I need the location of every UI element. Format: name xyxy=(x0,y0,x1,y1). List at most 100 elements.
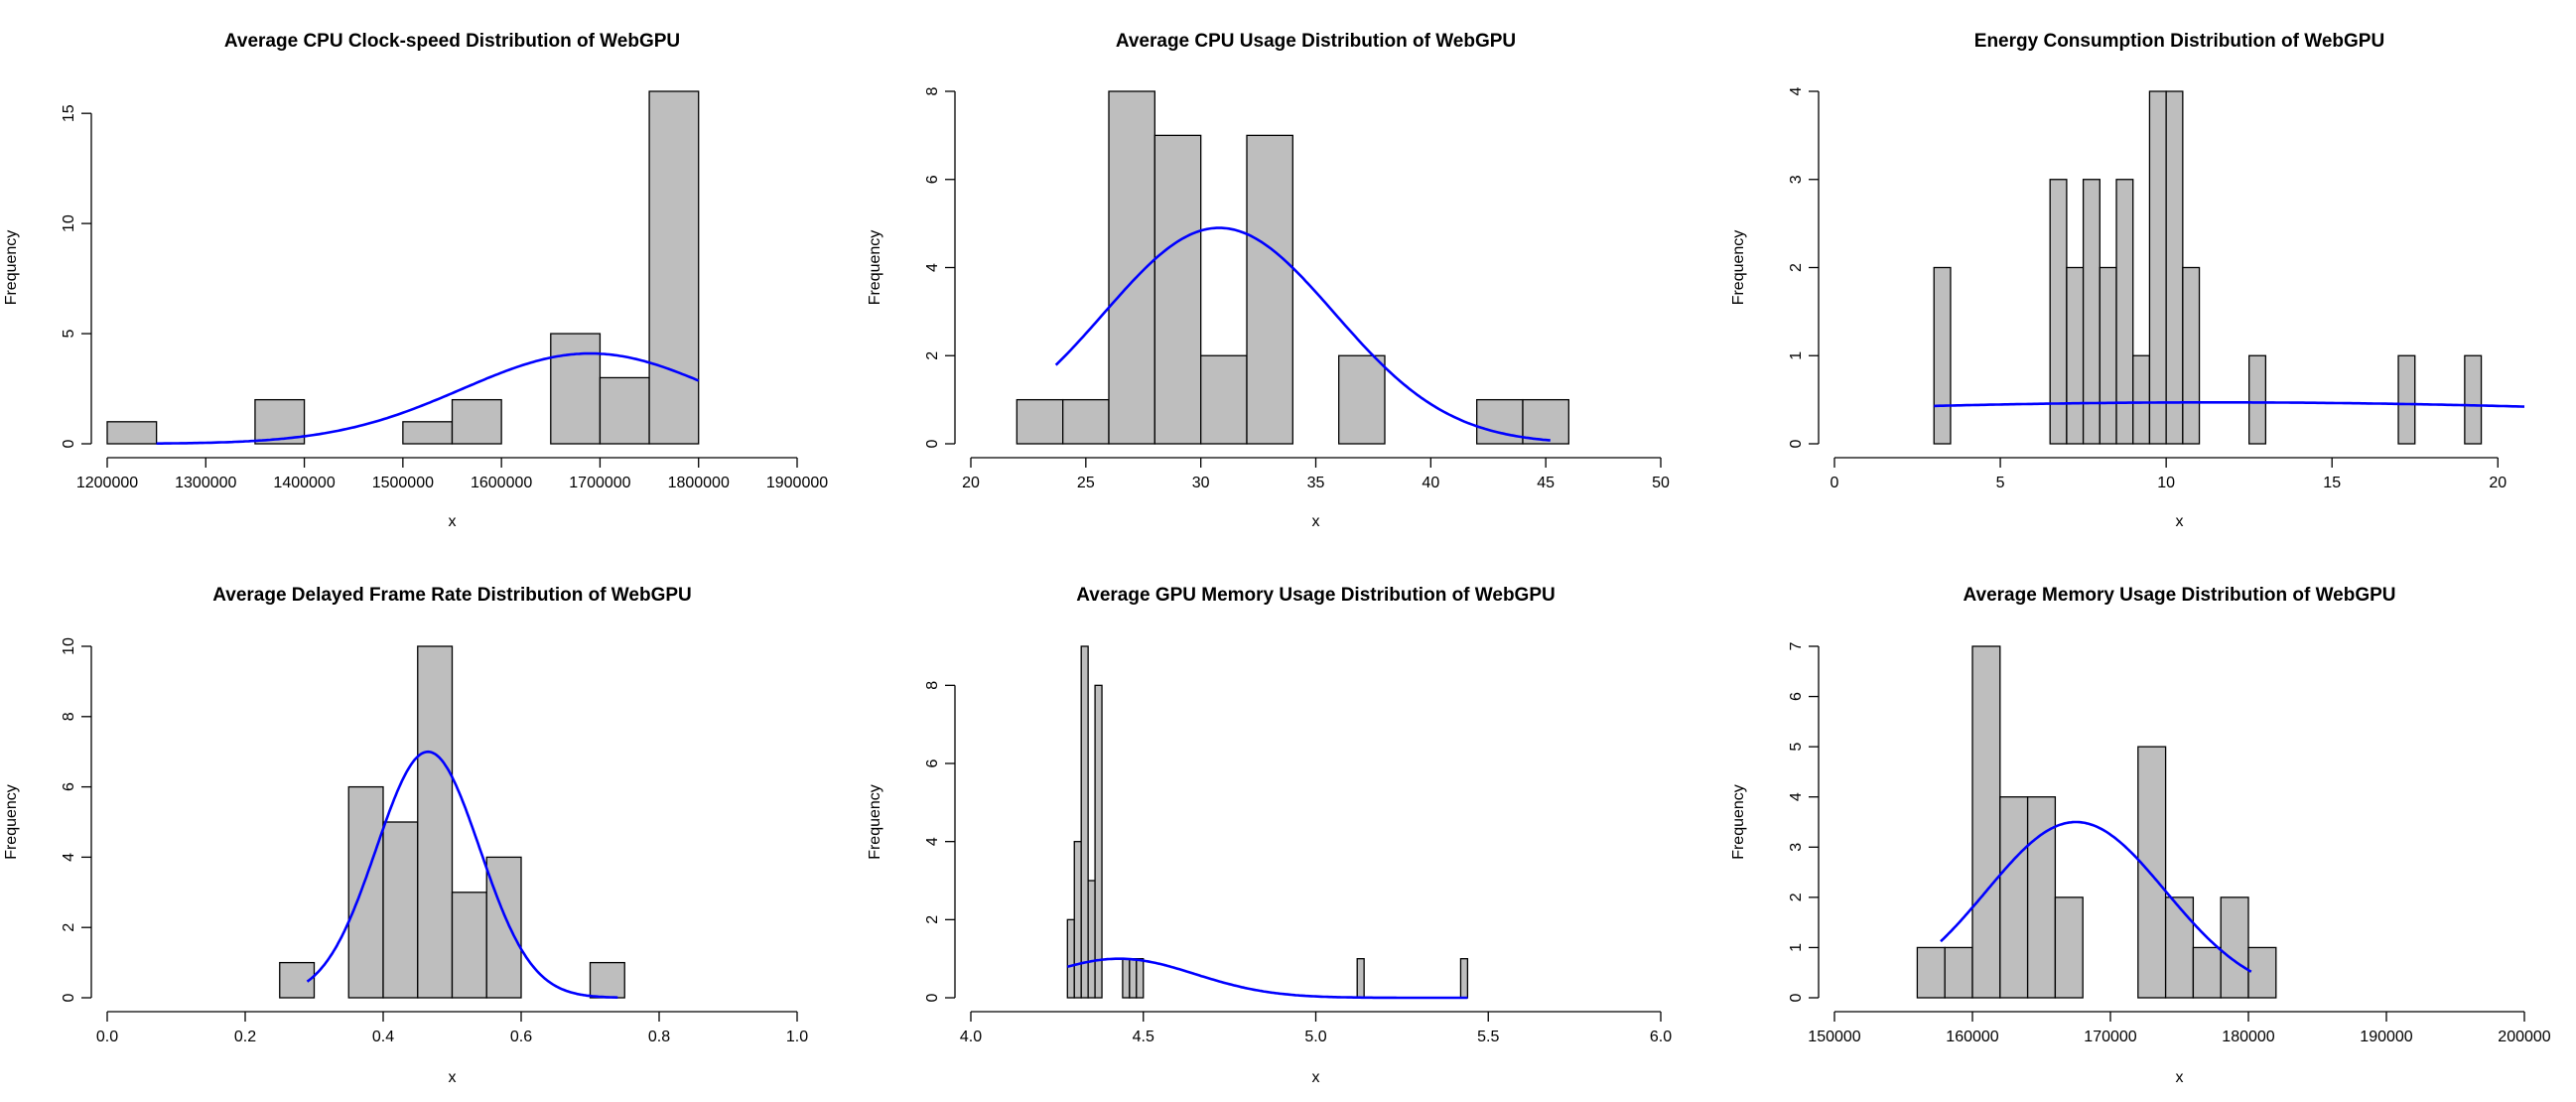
chart-title: Energy Consumption Distribution of WebGP… xyxy=(1974,31,2384,52)
y-tick-label: 0 xyxy=(1788,993,1805,1002)
histogram-bar xyxy=(1338,354,1386,445)
chart-title: Average GPU Memory Usage Distribution of… xyxy=(1076,585,1555,606)
histogram-bar xyxy=(599,376,650,445)
y-tick-label: 2 xyxy=(1788,893,1805,901)
x-tick-label: 0.8 xyxy=(648,1029,670,1045)
x-tick-label: 200000 xyxy=(2498,1029,2550,1045)
x-tick-label: 4.0 xyxy=(960,1029,982,1045)
histogram-bar xyxy=(106,421,158,445)
histogram-bar xyxy=(1356,958,1365,999)
x-tick-label: 0 xyxy=(1830,475,1839,491)
histogram-bar xyxy=(1094,684,1103,999)
histogram-bar xyxy=(2397,354,2416,445)
histogram-bar xyxy=(254,398,306,445)
y-tick-label: 6 xyxy=(1788,692,1805,701)
histogram-bar xyxy=(451,892,487,999)
x-axis-label: x xyxy=(2176,513,2184,530)
histogram-bar xyxy=(2182,266,2201,445)
x-tick-label: 180000 xyxy=(2222,1029,2274,1045)
y-axis-label: Frequency xyxy=(1730,784,1747,860)
histogram-panel: Average GPU Memory Usage Distribution of… xyxy=(867,585,1672,1086)
x-tick-label: 10 xyxy=(2157,475,2175,491)
histogram-bar xyxy=(1136,958,1145,999)
x-tick-label: 30 xyxy=(1192,475,1210,491)
x-tick-label: 0.0 xyxy=(96,1029,118,1045)
x-tick-label: 5 xyxy=(1996,475,2005,491)
x-tick-label: 4.5 xyxy=(1133,1029,1154,1045)
x-tick-label: 25 xyxy=(1077,475,1095,491)
y-tick-label: 8 xyxy=(61,712,77,721)
histogram-panel: Average CPU Clock-speed Distribution of … xyxy=(3,31,828,530)
x-tick-label: 1200000 xyxy=(76,475,138,491)
histogram-bar xyxy=(2132,354,2151,445)
y-tick-label: 6 xyxy=(924,175,941,184)
x-tick-label: 15 xyxy=(2323,475,2341,491)
histogram-panel: Average Delayed Frame Rate Distribution … xyxy=(3,585,808,1086)
y-tick-label: 1 xyxy=(1788,351,1805,360)
y-tick-label: 6 xyxy=(61,782,77,791)
histogram-panel: Average CPU Usage Distribution of WebGPU… xyxy=(867,31,1670,530)
x-tick-label: 1700000 xyxy=(569,475,630,491)
x-tick-label: 0.4 xyxy=(372,1029,394,1045)
y-tick-label: 3 xyxy=(1788,175,1805,184)
x-axis-label: x xyxy=(449,1069,457,1086)
histogram-bar xyxy=(2220,896,2249,999)
x-tick-label: 5.5 xyxy=(1477,1029,1499,1045)
x-tick-label: 50 xyxy=(1652,475,1670,491)
histogram-bar xyxy=(1062,398,1110,445)
histogram-bar xyxy=(2464,354,2483,445)
histogram-bar xyxy=(648,90,700,445)
x-tick-label: 1800000 xyxy=(668,475,730,491)
histogram-bar xyxy=(382,821,419,999)
y-tick-label: 8 xyxy=(924,681,941,690)
y-tick-label: 8 xyxy=(924,86,941,95)
y-tick-label: 3 xyxy=(1788,843,1805,852)
x-tick-label: 170000 xyxy=(2084,1029,2136,1045)
x-tick-label: 5.0 xyxy=(1304,1029,1326,1045)
y-tick-label: 6 xyxy=(924,758,941,767)
histogram-bar xyxy=(1016,398,1064,445)
x-tick-label: 45 xyxy=(1537,475,1555,491)
x-axis-label: x xyxy=(449,513,457,530)
chart-title: Average Delayed Frame Rate Distribution … xyxy=(212,585,692,606)
histogram-bar xyxy=(1073,841,1082,999)
histogram-bar xyxy=(589,961,625,999)
y-tick-label: 4 xyxy=(1788,86,1805,95)
histogram-bar xyxy=(1999,796,2029,999)
x-tick-label: 1500000 xyxy=(372,475,434,491)
histogram-bar xyxy=(1944,946,1973,999)
y-tick-label: 0 xyxy=(924,439,941,448)
y-tick-label: 1 xyxy=(1788,943,1805,952)
histogram-bar xyxy=(1246,134,1293,445)
histogram-bar xyxy=(2192,946,2222,999)
x-axis-label: x xyxy=(1312,1069,1320,1086)
histogram-bar xyxy=(2247,946,2277,999)
normal-density-curve xyxy=(1934,400,2525,408)
chart-title: Average CPU Usage Distribution of WebGPU xyxy=(1116,31,1516,52)
histogram-bar xyxy=(451,398,502,445)
y-tick-label: 7 xyxy=(1788,641,1805,650)
histogram-bar xyxy=(1459,958,1469,999)
x-tick-label: 1900000 xyxy=(766,475,828,491)
chart-title: Average Memory Usage Distribution of Web… xyxy=(1963,585,2395,606)
y-axis-label: Frequency xyxy=(867,784,883,860)
x-tick-label: 1400000 xyxy=(273,475,335,491)
y-tick-label: 4 xyxy=(1788,792,1805,801)
chart-title: Average CPU Clock-speed Distribution of … xyxy=(224,31,680,52)
x-tick-label: 0.6 xyxy=(510,1029,532,1045)
y-tick-label: 4 xyxy=(61,853,77,862)
histogram-bar xyxy=(1916,946,1946,999)
histogram-bar xyxy=(2248,354,2267,445)
histogram-bar xyxy=(1933,266,1952,445)
y-tick-label: 2 xyxy=(924,915,941,924)
y-tick-label: 0 xyxy=(61,993,77,1002)
x-axis-label: x xyxy=(1312,513,1320,530)
x-tick-label: 190000 xyxy=(2360,1029,2412,1045)
x-tick-label: 160000 xyxy=(1946,1029,1998,1045)
x-tick-label: 40 xyxy=(1422,475,1439,491)
x-tick-label: 20 xyxy=(962,475,980,491)
histogram-bar xyxy=(1971,645,2001,999)
histogram-bar xyxy=(1066,918,1075,999)
y-axis-label: Frequency xyxy=(3,784,20,860)
